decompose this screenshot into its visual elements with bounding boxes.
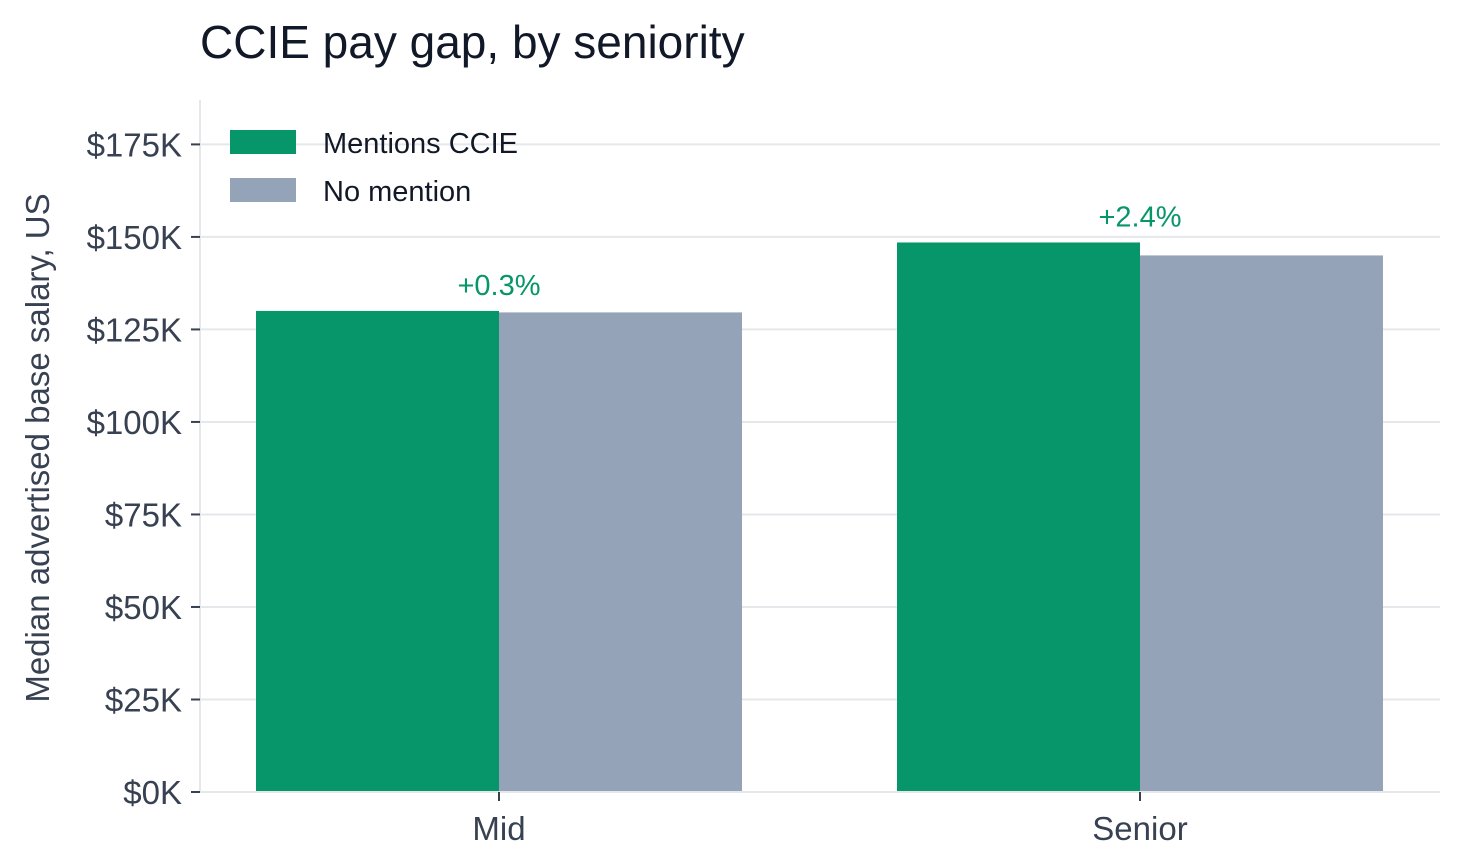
legend-swatch: [230, 178, 296, 202]
bar-no-mention-mid: [499, 312, 742, 792]
y-tick-label: $75K: [105, 496, 182, 533]
y-tick-label: $150K: [87, 219, 182, 256]
gap-label-mid: +0.3%: [457, 270, 540, 302]
y-tick-label: $125K: [87, 311, 182, 348]
y-axis-ticks: $0K $25K $50K $75K $100K $125K $150K $175K: [87, 126, 200, 811]
gap-label-senior: +2.4%: [1098, 201, 1181, 233]
bar-mentions-ccie-senior: [897, 242, 1140, 792]
legend: Mentions CCIE No mention: [230, 128, 518, 208]
y-tick-label: $175K: [87, 126, 182, 163]
y-axis-label: Median advertised base salary, US: [19, 193, 56, 702]
y-tick-label: $0K: [123, 774, 182, 811]
axes: [199, 100, 1440, 793]
x-tick-label: Mid: [472, 810, 525, 847]
bar-mentions-ccie-mid: [256, 310, 499, 792]
x-axis-ticks: Mid Senior: [472, 792, 1188, 847]
y-tick-label: $25K: [105, 681, 182, 718]
legend-label: Mentions CCIE: [323, 128, 518, 160]
x-tick-label: Senior: [1092, 810, 1187, 847]
y-tick-label: $50K: [105, 589, 182, 626]
chart-title: CCIE pay gap, by seniority: [200, 16, 745, 68]
data-labels: +0.3% +2.4%: [457, 201, 1181, 301]
bar-no-mention-senior: [1140, 255, 1383, 792]
y-tick-label: $100K: [87, 404, 182, 441]
legend-swatch: [230, 130, 296, 154]
bars: [256, 242, 1383, 792]
legend-label: No mention: [323, 176, 471, 208]
